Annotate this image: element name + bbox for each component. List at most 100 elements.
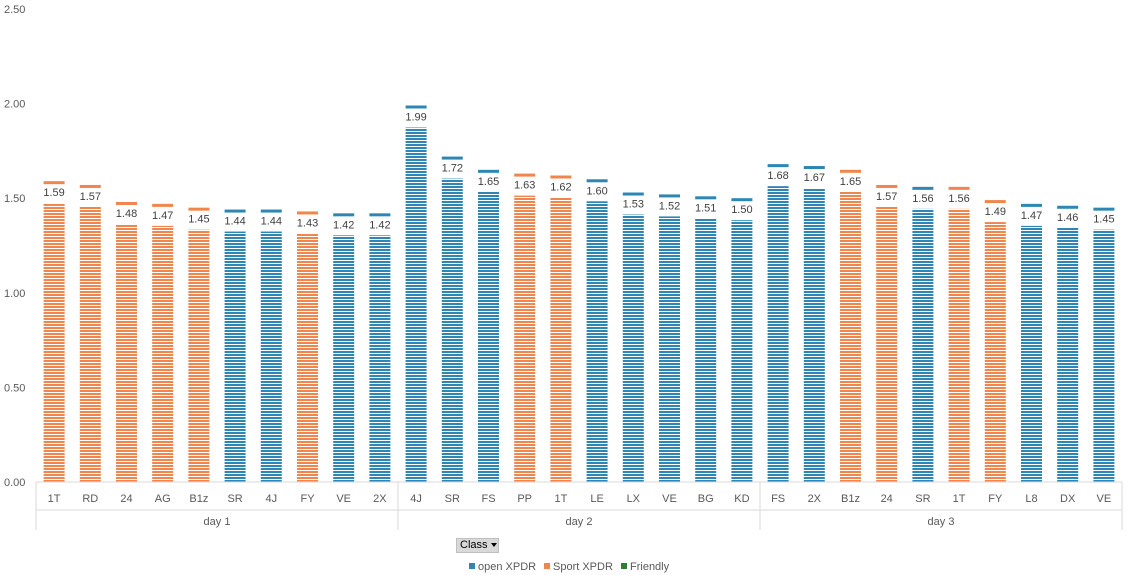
bar xyxy=(1057,227,1079,482)
bar-cap xyxy=(333,213,355,217)
x-tick-label: FS xyxy=(481,493,495,505)
x-tick-label: 4J xyxy=(265,493,277,505)
y-tick-label: 1.50 xyxy=(4,193,25,205)
bar-cap xyxy=(79,184,101,188)
x-tick-label: 2X xyxy=(808,493,822,505)
bar-cap xyxy=(405,105,427,109)
data-label: 1.99 xyxy=(405,111,426,123)
bar-cap xyxy=(695,196,717,200)
bar-cap xyxy=(803,166,825,170)
x-tick-label: B1z xyxy=(189,493,208,505)
data-label: 1.65 xyxy=(840,176,861,188)
legend-label: Sport XPDR xyxy=(553,561,613,573)
bar-cap xyxy=(622,192,644,196)
bar xyxy=(405,127,427,482)
y-tick-label: 0.50 xyxy=(4,382,25,394)
data-label: 1.53 xyxy=(623,199,644,211)
data-label: 1.46 xyxy=(1057,212,1078,224)
x-tick-label: 2X xyxy=(373,493,387,505)
bar xyxy=(840,191,861,482)
x-tick-label: B1z xyxy=(841,493,860,505)
bar-cap xyxy=(840,169,861,173)
y-tick-label: 2.50 xyxy=(4,4,25,16)
bar xyxy=(224,231,246,482)
legend-label: open XPDR xyxy=(478,561,536,573)
x-tick-label: DX xyxy=(1060,493,1076,505)
legend-swatch xyxy=(544,563,550,569)
bar-cap xyxy=(876,184,898,188)
data-label: 1.63 xyxy=(514,180,535,192)
group-label: day 2 xyxy=(566,516,593,528)
bars: 1.59 1.57 1.48 1.47 1.45 1.44 1.44 1.43 1.42 1.42… xyxy=(43,105,1115,483)
x-tick-label: 24 xyxy=(120,493,132,505)
bar xyxy=(695,218,717,483)
data-label: 1.44 xyxy=(261,216,282,228)
data-label: 1.44 xyxy=(224,216,245,228)
x-tick-label: LE xyxy=(590,493,603,505)
x-tick-label: SR xyxy=(445,493,460,505)
bar xyxy=(767,186,789,483)
data-label: 1.56 xyxy=(948,193,969,205)
x-tick-label: 4J xyxy=(410,493,422,505)
y-axis: 0.00 0.50 1.00 1.50 2.00 2.50 xyxy=(4,4,25,489)
bar xyxy=(731,220,753,482)
legend-label: Friendly xyxy=(630,561,670,573)
chevron-down-icon xyxy=(490,543,497,548)
data-label: 1.42 xyxy=(369,219,390,231)
bar-cap xyxy=(1021,203,1042,207)
bar-cap xyxy=(731,198,753,202)
bar xyxy=(984,222,1006,483)
x-tick-label: AG xyxy=(155,493,171,505)
bar-cap xyxy=(152,203,174,207)
class-filter-button[interactable]: Class xyxy=(456,538,499,553)
bar xyxy=(803,188,825,482)
bar-cap xyxy=(514,173,536,177)
x-tick-label: FS xyxy=(771,493,785,505)
x-tick-label: 1T xyxy=(554,493,567,505)
bar xyxy=(333,235,355,482)
x-tick-label: SR xyxy=(915,493,930,505)
bar xyxy=(622,214,644,483)
bar xyxy=(478,191,499,482)
y-tick-label: 0.00 xyxy=(4,477,25,489)
y-tick-label: 2.00 xyxy=(4,99,25,111)
x-tick-label: L8 xyxy=(1025,493,1037,505)
x-tick-label: FY xyxy=(300,493,315,505)
bar-cap xyxy=(188,207,210,211)
x-tick-label: RD xyxy=(82,493,98,505)
bar xyxy=(152,225,174,482)
bar xyxy=(1093,229,1115,482)
data-label: 1.56 xyxy=(912,193,933,205)
data-label: 1.43 xyxy=(297,217,318,229)
data-label: 1.50 xyxy=(731,204,752,216)
bar-cap xyxy=(260,209,282,213)
x-tick-label: LX xyxy=(627,493,641,505)
data-label: 1.45 xyxy=(1093,214,1114,226)
data-label: 1.67 xyxy=(804,172,825,184)
x-axis: 1T RD 24 AG B1z SR 4J FY VE 2X day 1 4J SR FS PP 1T LE LX… xyxy=(35,481,1123,530)
bar xyxy=(79,206,101,482)
bar xyxy=(876,206,898,482)
bar-cap xyxy=(550,175,572,179)
data-label: 1.52 xyxy=(659,200,680,212)
legend-swatch xyxy=(621,563,627,569)
bar xyxy=(514,195,536,482)
data-label: 1.57 xyxy=(80,191,101,203)
x-tick-label: 1T xyxy=(953,493,966,505)
data-label: 1.47 xyxy=(1021,210,1042,222)
bar-cap xyxy=(912,186,934,190)
x-tick-label: VE xyxy=(336,493,351,505)
x-tick-label: BG xyxy=(698,493,714,505)
x-tick-label: 24 xyxy=(881,493,893,505)
bar-cap xyxy=(984,200,1006,204)
legend-swatch xyxy=(469,563,475,569)
bar xyxy=(43,203,65,482)
x-tick-label: PP xyxy=(517,493,532,505)
bar-cap xyxy=(767,164,789,168)
data-label: 1.48 xyxy=(116,208,137,220)
data-label: 1.51 xyxy=(695,202,716,214)
data-label: 1.65 xyxy=(478,176,499,188)
data-label: 1.42 xyxy=(333,219,354,231)
bar xyxy=(260,231,282,482)
x-tick-label: 1T xyxy=(48,493,61,505)
